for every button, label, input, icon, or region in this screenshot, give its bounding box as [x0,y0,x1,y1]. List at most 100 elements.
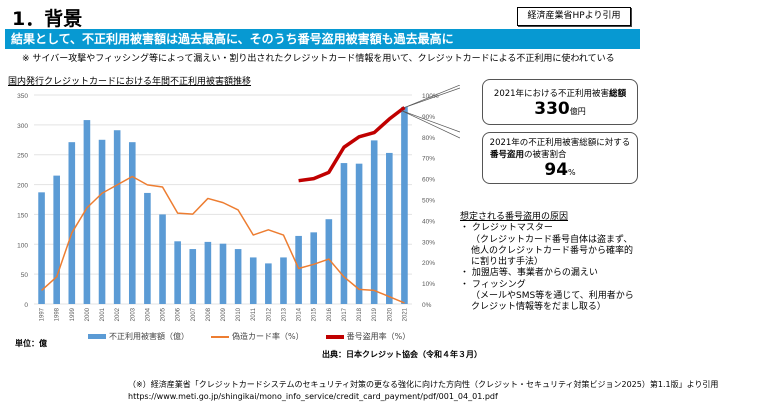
bar [355,163,363,304]
bar [83,120,91,304]
fraud-chart: 0 50 100 150 200 250 300 350 0% 10% 20% 30% 40% 50% 60… [17,85,460,321]
x-tick-label: 2012 [266,307,272,321]
callout-share-unit: % [568,168,576,177]
bar [234,249,242,304]
callout-total-bold: 総額 [609,89,627,99]
x-tick-label: 2004 [145,307,151,321]
bar [340,163,348,304]
x-tick-label: 2017 [342,307,348,321]
callout-total-unit: 億円 [569,107,586,116]
cause-item: ・ クレジットマスター [460,223,553,234]
callout-total-text: 2021年における不正利用被害 [493,89,610,99]
bar [159,214,166,304]
x-tick-label: 2020 [387,307,393,321]
callout-leader [404,87,460,108]
x-tick-label: 2001 [100,307,106,321]
cause-detail: （クレジットカード番号自体は盗まず、 [471,234,633,245]
x-tick-label: 2000 [85,307,91,321]
right-tick-label: 0% [422,302,432,309]
x-tick-label: 2018 [357,307,363,321]
bar [174,241,181,304]
x-tick-label: 2013 [281,307,287,321]
bar [204,241,212,304]
bar [68,142,76,304]
left-tick-label: 50 [21,272,29,279]
callout-total-value: 330 [534,99,570,119]
footer-url[interactable]: https://www.meti.go.jp/shingikai/mono_in… [128,392,498,401]
x-tick-label: 2005 [161,307,167,321]
bar [219,243,227,304]
left-tick-label: 350 [17,93,28,100]
legend-label: 番号盗用率（%） [346,332,411,341]
cause-label: フィッシング [471,279,526,290]
cause-detail: に割り出す手法） [471,257,544,268]
left-tick-label: 250 [17,153,28,160]
bar [53,175,60,304]
bar [113,130,121,304]
x-tick-label: 2016 [327,307,333,321]
bar [386,152,393,304]
bar [249,257,257,304]
source-label: 出典：日本クレジット協会（令和４年３月） [322,350,482,359]
bar [401,106,408,304]
bar [98,139,106,304]
callout-share-bold: 番号盗用 [490,150,525,160]
cause-item: ・ フィッシング [460,279,526,290]
left-tick-label: 300 [17,123,28,130]
x-tick-label: 2003 [130,307,136,321]
x-tick-label: 2002 [115,307,121,321]
left-tick-label: 0 [24,302,28,309]
bar [295,235,302,304]
chart-title: 国内発行クレジットカードにおける年間不正利用被害額推移 [8,77,252,87]
callout-share-line1: 2021年の不正利用被害総額に対する [489,138,631,148]
causes-heading: 想定される番号盗用の原因 [460,212,569,222]
footer: （※）経済産業省「クレジットカードシステムのセキュリティ対策の更なる強化に向けた… [128,379,776,403]
cause-detail: 他人のクレジットカード番号から確率的 [471,245,634,256]
callout-share-value: 94 [544,160,569,180]
right-tick-label: 100% [422,93,439,100]
right-tick-label: 30% [422,239,435,246]
callout-leader [401,110,460,139]
x-tick-label: 2009 [221,307,227,321]
right-tick-label: 20% [422,260,435,267]
legend-item-bars: 不正利用被害額（億） [88,331,189,342]
legend-swatch [88,334,106,339]
callout-total-damage: 2021年における不正利用被害総額 330億円 [482,79,638,125]
left-tick-label: 200 [17,183,28,190]
causes-list: 想定される番号盗用の原因 ・ クレジットマスター （クレジットカード番号自体は盗… [460,212,634,314]
x-tick-label: 2010 [236,307,242,321]
bar [280,257,287,304]
legend-label: 不正利用被害額（億） [109,332,189,341]
x-tick-label: 2006 [176,307,182,321]
x-tick-label: 2019 [372,307,378,321]
page-title: 1．背景 [12,8,83,30]
legend-item-counterfeit: 偽造カード率（%） [211,331,304,342]
bar [144,192,151,304]
callout-leader [401,110,460,133]
number-theft-line [298,106,406,183]
chart-legend: 不正利用被害額（億） 偽造カード率（%） 番号盗用率（%） [88,331,410,342]
unit-label: 単位：億 [15,339,47,348]
right-tick-label: 60% [422,177,435,184]
bar [189,249,197,304]
right-tick-label: 90% [422,114,435,121]
bar [325,219,333,304]
callout-share-rest: の被害割合 [524,150,567,160]
right-tick-label: 40% [422,218,435,225]
legend-swatch [325,334,344,339]
right-tick-label: 80% [422,135,435,142]
left-tick-label: 100 [17,242,28,249]
bar [128,142,136,304]
left-tick-label: 150 [17,212,28,219]
x-tick-label: 2014 [297,307,303,321]
note-text: ※ サイバー攻撃やフィッシング等によって漏えい・割り出されたクレジットカード情報… [22,54,615,64]
cause-item: ・ 加盟店等、事業者からの漏えい [460,268,598,279]
x-tick-label: 2007 [191,307,197,321]
citation-badge: 経済産業省HPより引用 [517,7,631,26]
x-tick-label: 2021 [402,307,408,321]
callout-number-theft-share: 2021年の不正利用被害総額に対する 番号盗用の被害割合 94% [482,132,638,184]
x-tick-label: 2015 [312,307,318,321]
bar [38,192,45,304]
bar [265,263,272,304]
cause-label: 加盟店等、事業者からの漏えい [471,268,598,279]
